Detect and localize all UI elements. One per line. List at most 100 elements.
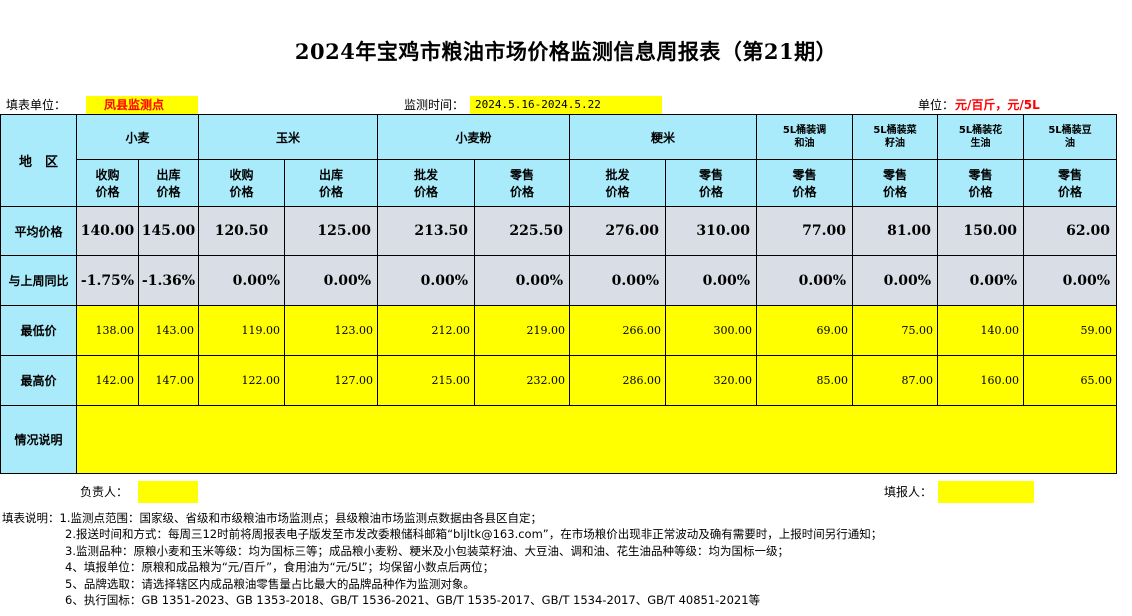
cell[interactable]: 232.00 — [474, 355, 570, 406]
sub-header-label: 批发价格 — [605, 168, 630, 199]
sub-header-label: 零售价格 — [792, 168, 817, 199]
cell[interactable]: 0.00% — [756, 255, 853, 306]
group-wheat: 小麦 — [76, 114, 199, 160]
instructions: 填表说明：1.监测点范围：国家级、省级和市级粮油市场监测点；县级粮油市场监测点数… — [2, 510, 882, 608]
price-table: 地 区 小麦 玉米 小麦粉 粳米 5L桶装调和油 5L桶装菜籽油 5L桶装花生油… — [0, 114, 1117, 474]
cell[interactable]: 140.00 — [76, 206, 139, 256]
cell[interactable]: 320.00 — [665, 355, 757, 406]
sub-header: 零售价格 — [1023, 159, 1117, 207]
cell[interactable]: 81.00 — [852, 206, 938, 256]
cell[interactable]: 122.00 — [198, 355, 285, 406]
cell[interactable]: 286.00 — [569, 355, 666, 406]
cell[interactable]: 120.50 — [198, 206, 285, 256]
group-soybean-oil: 5L桶装豆油 — [1023, 114, 1117, 160]
unit-label: 填表单位： — [6, 98, 67, 112]
sub-header: 零售价格 — [665, 159, 757, 207]
cell[interactable]: 147.00 — [138, 355, 199, 406]
sub-header: 出库价格 — [284, 159, 378, 207]
cell[interactable]: 0.00% — [1023, 255, 1117, 306]
instruction-line: 5、品牌选取：请选择辖区内成品粮油零售量占比最大的品牌品种作为监测对象。 — [65, 576, 475, 591]
table-row-max: 最高价 142.00 147.00 122.00 127.00 215.00 2… — [0, 355, 1117, 406]
cell[interactable]: 77.00 — [756, 206, 853, 256]
cell[interactable]: 127.00 — [284, 355, 378, 406]
cell[interactable]: 0.00% — [852, 255, 938, 306]
cell[interactable]: 138.00 — [76, 305, 139, 356]
cell[interactable]: 75.00 — [852, 305, 938, 356]
group-flour: 小麦粉 — [377, 114, 570, 160]
sub-header: 批发价格 — [377, 159, 475, 207]
cell[interactable]: 69.00 — [756, 305, 853, 356]
group-rapeseed-oil: 5L桶装菜籽油 — [852, 114, 938, 160]
sub-header-label: 收购价格 — [95, 168, 120, 199]
cell[interactable]: 225.50 — [474, 206, 570, 256]
sub-header-label: 零售价格 — [509, 168, 534, 199]
sub-header: 出库价格 — [138, 159, 199, 207]
sub-header-label: 零售价格 — [1057, 168, 1082, 199]
cell[interactable]: 59.00 — [1023, 305, 1117, 356]
cell[interactable]: 119.00 — [198, 305, 285, 356]
group-rice: 粳米 — [569, 114, 757, 160]
unit-value[interactable]: 凤县监测点 — [86, 96, 198, 114]
price-unit-value: 元/百斤，元/5L — [955, 98, 1040, 112]
cell[interactable]: 266.00 — [569, 305, 666, 356]
group-peanut-oil: 5L桶装花生油 — [937, 114, 1024, 160]
row-label: 最高价 — [0, 355, 77, 406]
sub-header: 零售价格 — [756, 159, 853, 207]
table-row-change: 与上周同比 -1.75% -1.36% 0.00% 0.00% 0.00% 0.… — [0, 255, 1117, 306]
cell[interactable]: 142.00 — [76, 355, 139, 406]
cell[interactable]: 123.00 — [284, 305, 378, 356]
sub-header-label: 出库价格 — [318, 168, 343, 199]
cell[interactable]: -1.75% — [76, 255, 139, 306]
table-row-average: 平均价格 140.00 145.00 120.50 125.00 213.50 … — [0, 206, 1117, 256]
cell[interactable]: -1.36% — [138, 255, 199, 306]
cell[interactable]: 0.00% — [937, 255, 1024, 306]
cell[interactable]: 0.00% — [198, 255, 285, 306]
filler-input[interactable] — [938, 481, 1034, 503]
cell[interactable]: 65.00 — [1023, 355, 1117, 406]
cell[interactable]: 213.50 — [377, 206, 475, 256]
sub-header-label: 出库价格 — [156, 168, 181, 199]
cell[interactable]: 150.00 — [937, 206, 1024, 256]
cell[interactable]: 0.00% — [284, 255, 378, 306]
sub-header-label: 零售价格 — [698, 168, 723, 199]
situation-cell[interactable] — [76, 405, 1117, 474]
row-label: 情况说明 — [0, 405, 77, 474]
cell[interactable]: 276.00 — [569, 206, 666, 256]
cell[interactable]: 212.00 — [377, 305, 475, 356]
report-title: 2024年宝鸡市粮油市场价格监测信息周报表（第21期） — [294, 39, 838, 64]
cell[interactable]: 215.00 — [377, 355, 475, 406]
instruction-line: 填表说明：1.监测点范围：国家级、省级和市级粮油市场监测点；县级粮油市场监测点数… — [2, 511, 542, 525]
cell[interactable]: 87.00 — [852, 355, 938, 406]
cell[interactable]: 0.00% — [665, 255, 757, 306]
instruction-line: 3.监测品种：原粮小麦和玉米等级：均为国标三等；成品粮小麦粉、粳米及小包装菜籽油… — [65, 543, 789, 558]
row-label: 最低价 — [0, 305, 77, 356]
table-row-min: 最低价 138.00 143.00 119.00 123.00 212.00 2… — [0, 305, 1117, 356]
sub-header-label: 零售价格 — [882, 168, 907, 199]
cell[interactable]: 310.00 — [665, 206, 757, 256]
row-label: 平均价格 — [0, 206, 77, 256]
cell[interactable]: 143.00 — [138, 305, 199, 356]
sub-header-label: 收购价格 — [229, 168, 254, 199]
sub-header: 零售价格 — [474, 159, 570, 207]
cell[interactable]: 62.00 — [1023, 206, 1117, 256]
cell[interactable]: 160.00 — [937, 355, 1024, 406]
cell[interactable]: 125.00 — [284, 206, 378, 256]
cell[interactable]: 140.00 — [937, 305, 1024, 356]
filler-label: 填报人： — [884, 485, 933, 499]
period-label: 监测时间： — [404, 98, 465, 112]
period-value[interactable]: 2024.5.16-2024.5.22 — [470, 96, 662, 114]
cell[interactable]: 300.00 — [665, 305, 757, 356]
sub-header-label: 批发价格 — [413, 168, 438, 199]
cell[interactable]: 145.00 — [138, 206, 199, 256]
cell[interactable]: 219.00 — [474, 305, 570, 356]
table-row-situation: 情况说明 — [0, 405, 1117, 474]
cell[interactable]: 0.00% — [377, 255, 475, 306]
cell[interactable]: 0.00% — [474, 255, 570, 306]
cell[interactable]: 0.00% — [569, 255, 666, 306]
cell[interactable]: 85.00 — [756, 355, 853, 406]
instruction-line: 6、执行国标：GB 1351-2023、GB 1353-2018、GB/T 15… — [65, 592, 761, 607]
instruction-line: 2.报送时间和方式：每周三12时前将周报表电子版发至市发改委粮储科邮箱“bljl… — [65, 527, 883, 542]
responsible-input[interactable] — [138, 481, 198, 503]
group-rapeseed-oil-label: 5L桶装菜籽油 — [873, 125, 917, 149]
group-blend-oil: 5L桶装调和油 — [756, 114, 853, 160]
